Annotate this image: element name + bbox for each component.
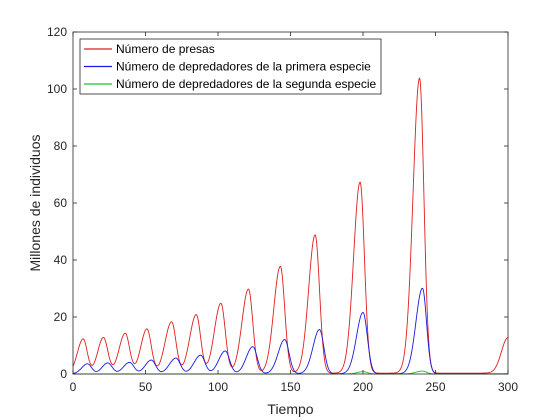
y-tick-label: 80 bbox=[54, 139, 68, 153]
legend-box bbox=[79, 38, 382, 95]
x-tick-label: 300 bbox=[498, 380, 518, 394]
x-tick-label: 50 bbox=[139, 380, 153, 394]
x-tick-label: 100 bbox=[208, 380, 228, 394]
x-tick-label: 150 bbox=[280, 380, 300, 394]
legend-entry: Número de presas bbox=[116, 42, 215, 56]
y-tick-label: 60 bbox=[54, 196, 68, 210]
legend-entry: Número de depredadores de la segunda esp… bbox=[116, 77, 377, 91]
y-tick-label: 0 bbox=[60, 367, 67, 381]
y-tick-label: 120 bbox=[47, 25, 67, 39]
x-tick-label: 200 bbox=[353, 380, 373, 394]
legend: Número de presas Número de depredadores d… bbox=[79, 38, 382, 95]
x-tick-label: 0 bbox=[70, 380, 77, 394]
y-axis-label: Millones de individuos bbox=[27, 135, 43, 272]
y-tick-label: 40 bbox=[54, 253, 68, 267]
x-axis-label: Tiempo bbox=[267, 401, 313, 417]
y-tick-label: 100 bbox=[47, 82, 67, 96]
ticks-layer: 0 50 100 150 200 250 300 0 20 40 60 80 100 120 bbox=[47, 25, 518, 394]
legend-entry: Número de depredadores de la primera esp… bbox=[116, 60, 371, 74]
y-tick-label: 20 bbox=[54, 310, 68, 324]
x-tick-label: 250 bbox=[425, 380, 445, 394]
